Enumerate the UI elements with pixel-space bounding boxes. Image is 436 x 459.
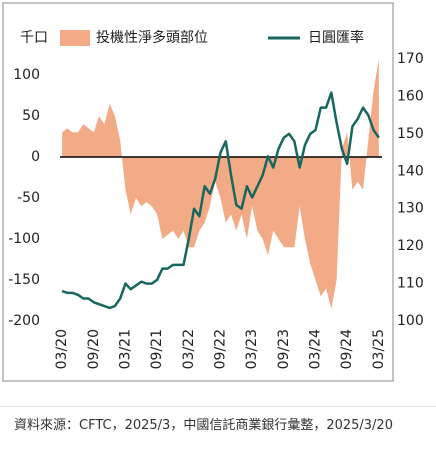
x-tick-label: 03/23 [244,329,260,369]
y-tick-label: 0 [31,149,40,165]
x-tick-label: 09/23 [276,329,292,369]
frame [2,2,394,382]
source-note: 資料來源：CFTC，2025/3，中國信託商業銀行彙整，2025/3/20 [14,418,393,433]
x-tick-label: 03/25 [371,329,387,369]
x-tick-label: 03/21 [117,329,133,369]
y2-tick-label: 100 [397,313,424,329]
y2-tick-label: 170 [397,51,424,67]
chart: 千口 -200 -150 -100 -50 0 50 100 100 110 120 130 140 1… [2,2,424,382]
legend-swatch [60,30,90,46]
y2-tick-label: 110 [397,276,424,292]
y-tick-label: -100 [8,231,40,247]
line [61,91,380,310]
y2-tick-label: 130 [397,201,424,217]
y2-tick-label: 140 [397,163,424,179]
x-tick-label: 09/20 [86,329,102,369]
y-tick-label: 100 [13,67,40,83]
x-tick-label: 03/22 [181,329,197,369]
x-tick-label: 03/24 [307,329,323,369]
y-tick-label: -50 [17,190,40,206]
x-tick-label: 09/22 [212,329,228,369]
y2-tick-label: 150 [397,126,424,142]
y2-tick-label: 120 [397,238,424,254]
y2-tick-label: 160 [397,88,424,104]
x-tick-label: 03/20 [54,329,70,369]
y-axis-unit: 千口 [20,30,48,46]
legend-label: 日圓匯率 [308,29,364,46]
y-tick-label: -200 [8,313,40,329]
y-tick-label: -150 [8,272,40,288]
legend-label: 投機性淨多頭部位 [96,29,208,46]
y-tick-label: 50 [22,108,40,124]
x-tick-label: 09/24 [339,329,355,369]
x-tick-label: 09/21 [149,329,165,369]
area [62,58,379,309]
separator [0,406,436,407]
